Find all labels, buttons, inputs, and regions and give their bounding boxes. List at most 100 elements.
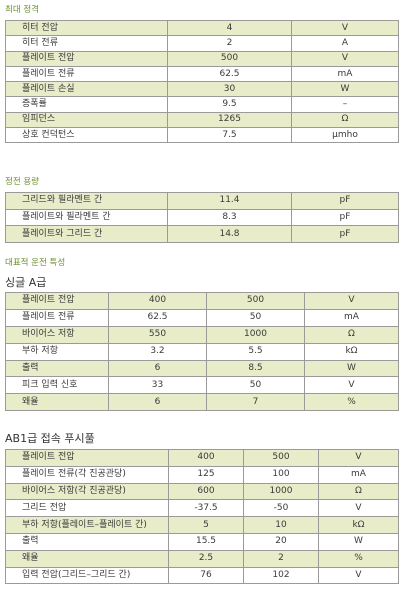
param-label: 임피던스 (5, 111, 168, 129)
value-cell: 2.5 (168, 549, 244, 568)
unit-cell: pF (291, 208, 399, 227)
value-cell: 15.5 (168, 532, 244, 551)
param-label: 플레이트 전압 (5, 50, 168, 67)
value-cell: -37.5 (168, 499, 244, 518)
section-title: 싱글 A급 (5, 276, 47, 289)
spec-table: 그리드와 필라멘트 간 11.4 pF 플레이트와 필라멘트 간 8.3 pF 플레이트와 … (5, 192, 399, 244)
unit-cell: A (291, 35, 399, 52)
value-cell: 6 (108, 393, 207, 412)
section-title: 정전 용량 (5, 177, 39, 187)
unit-cell: Ω (318, 482, 399, 501)
value-cell: 2 (167, 35, 292, 52)
unit-cell: V (291, 19, 399, 37)
table-row: 왜율 6 7% (5, 393, 399, 412)
value-cell: 62.5 (108, 308, 207, 327)
param-label: 그리드와 필라멘트 간 (5, 192, 168, 210)
table-row: 플레이트 전류 62.5 mA (5, 65, 399, 83)
value-cell: 6 (108, 359, 207, 378)
unit-cell: kΩ (318, 516, 399, 534)
value-cell: 400 (108, 292, 207, 310)
value-cell: 5 (168, 516, 244, 534)
param-label: 바이어스 저항(각 진공관당) (5, 482, 169, 501)
param-label: 왜율 (5, 549, 169, 568)
value-cell: 1000 (243, 482, 319, 501)
table-row: 임피던스 1265 Ω (5, 111, 399, 129)
param-label: 그리드 전압 (5, 499, 169, 518)
value-cell: 62.5 (167, 65, 292, 83)
value-cell: 8.3 (167, 208, 292, 227)
value-cell: 4 (167, 19, 292, 37)
value-cell: 11.4 (167, 192, 292, 210)
param-label: 플레이트 전압 (5, 292, 109, 310)
value-cell: 9.5 (167, 96, 292, 113)
param-label: 히터 전류 (5, 35, 168, 52)
spec-table: 히터 전압 4 V 히터 전류 2 A 플레이트 전압 500 V 플레이트 전류 62.5 mA 플레… (5, 19, 399, 144)
param-label: 플레이트 전류(각 진공관당) (5, 465, 169, 484)
value-cell: 5.5 (206, 342, 305, 361)
param-label: 피크 입력 신호 (5, 376, 109, 395)
table-row: 플레이트와 필라멘트 간 8.3 pF (5, 208, 399, 227)
unit-cell: μmho (291, 127, 399, 144)
table-row: 그리드 전압 -37.5 -50 V (5, 499, 399, 518)
unit-cell: mA (291, 65, 399, 83)
section-title: 최대 정격 (5, 5, 39, 15)
spec-table: 플레이트 전압 400 500 V 플레이트 전류 62.5 50 mA 바이어스 저항 550 1… (5, 292, 399, 412)
section-title: 대표적 운전 특성 (5, 258, 66, 268)
unit-cell: V (291, 50, 399, 67)
value-cell: 8.5 (206, 359, 305, 378)
unit-cell: V (304, 292, 399, 310)
param-label: 플레이트와 필라멘트 간 (5, 208, 168, 227)
spec-table: 플레이트 전압 400 500 V 플레이트 전류(각 진공관당) 125 100 mA 바이어… (5, 449, 399, 585)
unit-cell: V (304, 376, 399, 395)
value-cell: 1000 (206, 325, 305, 344)
param-label: 출력 (5, 359, 109, 378)
section-title: AB1급 접속 푸시풀 (5, 432, 95, 445)
value-cell: 102 (243, 566, 319, 585)
value-cell: 500 (167, 50, 292, 67)
value-cell: 50 (206, 308, 305, 327)
unit-cell: V (318, 449, 399, 467)
table-row: 부하 저항 3.2 5.5 kΩ (5, 342, 399, 361)
table-row: 바이어스 저항 550 1000 Ω (5, 325, 399, 344)
unit-cell: pF (291, 192, 399, 210)
value-cell: 600 (168, 482, 244, 501)
param-label: 증폭률 (5, 96, 168, 113)
value-cell: 125 (168, 465, 244, 484)
table-row: 피크 입력 신호 33 50 V (5, 376, 399, 395)
table-row: 입력 전압(그리드–그리드 간) 76 102 V (5, 566, 399, 585)
value-cell: 400 (168, 449, 244, 467)
value-cell: 33 (108, 376, 207, 395)
table-row: 플레이트 전류(각 진공관당) 125 100 mA (5, 465, 399, 484)
unit-cell: kΩ (304, 342, 399, 361)
value-cell: 7 (206, 393, 305, 412)
param-label: 히터 전압 (5, 19, 168, 37)
table-row: 왜율 2.5 2% (5, 549, 399, 568)
param-label: 플레이트 전류 (5, 308, 109, 327)
unit-cell: Ω (291, 111, 399, 129)
unit-cell: % (304, 393, 399, 412)
table-row: 플레이트 전류 62.5 50 mA (5, 308, 399, 327)
value-cell: 7.5 (167, 127, 292, 144)
unit-cell: – (291, 96, 399, 113)
value-cell: 10 (243, 516, 319, 534)
param-label: 플레이트와 그리드 간 (5, 225, 168, 244)
table-row: 증폭률 9.5– (5, 96, 399, 113)
table-row: 부하 저항(플레이트–플레이트 간) 5 10 kΩ (5, 516, 399, 534)
table-row: 플레이트 손실 30 W (5, 81, 399, 98)
unit-cell: W (291, 81, 399, 98)
unit-cell: pF (291, 225, 399, 244)
param-label: 바이어스 저항 (5, 325, 109, 344)
value-cell: 20 (243, 532, 319, 551)
param-label: 입력 전압(그리드–그리드 간) (5, 566, 169, 585)
table-row: 플레이트 전압 400 500 V (5, 292, 399, 310)
table-row: 그리드와 필라멘트 간 11.4 pF (5, 192, 399, 210)
value-cell: 76 (168, 566, 244, 585)
unit-cell: mA (318, 465, 399, 484)
param-label: 부하 저항(플레이트–플레이트 간) (5, 516, 169, 534)
table-row: 히터 전류 2 A (5, 35, 399, 52)
value-cell: 500 (206, 292, 305, 310)
param-label: 출력 (5, 532, 169, 551)
unit-cell: W (318, 532, 399, 551)
table-row: 히터 전압 4 V (5, 19, 399, 37)
value-cell: 50 (206, 376, 305, 395)
